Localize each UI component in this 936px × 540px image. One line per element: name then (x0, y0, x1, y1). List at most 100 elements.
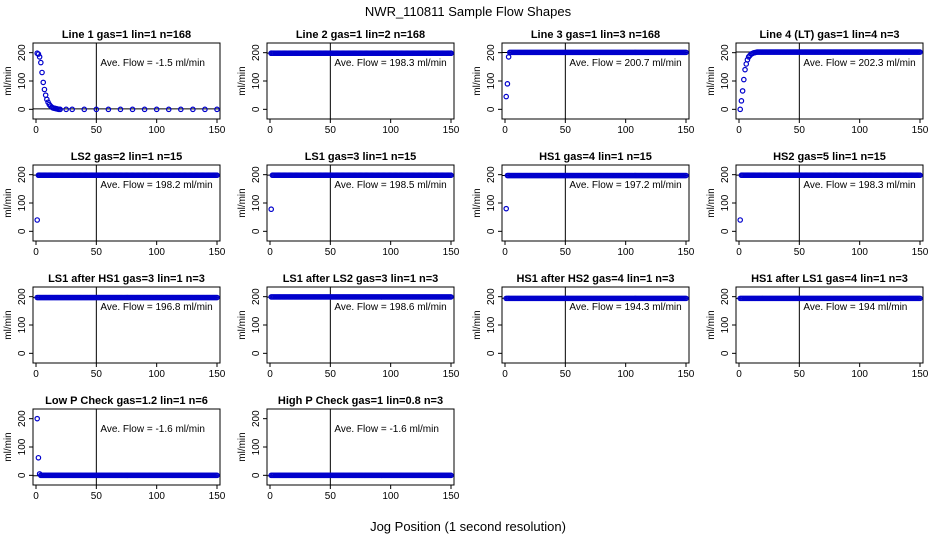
y-tick-label: 0 (486, 228, 497, 234)
panel-4: Line 4 (LT) gas=1 lin=4 n=3 0 50 100 150 0 100… (706, 29, 929, 136)
x-tick-label: 50 (560, 247, 572, 258)
x-tick-label: 0 (33, 125, 39, 136)
y-tick-label: 200 (17, 44, 28, 61)
x-tick-label: 100 (617, 369, 634, 380)
y-tick-label: 0 (720, 350, 731, 356)
x-tick-label: 50 (325, 369, 337, 380)
x-tick-label: 0 (736, 369, 742, 380)
panel-title: High P Check gas=1 lin=0.8 n=3 (278, 395, 443, 407)
panel-title: LS1 gas=3 lin=1 n=15 (305, 151, 417, 163)
data-point (214, 172, 220, 179)
data-point (41, 86, 48, 93)
average-flow-annotation: Ave. Flow = 198.3 ml/min (803, 180, 915, 191)
y-axis-label: ml/min (706, 188, 717, 217)
y-tick-label: 100 (17, 194, 28, 211)
data-point (683, 295, 689, 302)
y-tick-label: 100 (720, 316, 731, 333)
average-flow-annotation: Ave. Flow = 194 ml/min (803, 302, 907, 313)
y-tick-label: 0 (720, 228, 731, 234)
x-tick-label: 50 (325, 491, 337, 502)
y-tick-label: 200 (251, 166, 262, 183)
y-tick-label: 0 (251, 228, 262, 234)
y-tick-label: 0 (251, 350, 262, 356)
x-tick-label: 50 (91, 491, 103, 502)
y-tick-label: 0 (486, 350, 497, 356)
x-tick-label: 0 (502, 125, 508, 136)
x-tick-label: 0 (502, 247, 508, 258)
x-tick-label: 150 (209, 125, 226, 136)
data-point (683, 49, 689, 56)
average-flow-annotation: Ave. Flow = 197.2 ml/min (569, 180, 681, 191)
x-tick-label: 50 (794, 247, 806, 258)
x-tick-label: 100 (148, 247, 165, 258)
data-point (683, 172, 689, 179)
y-tick-label: 200 (720, 288, 731, 305)
y-tick-label: 0 (17, 228, 28, 234)
x-tick-label: 100 (382, 247, 399, 258)
y-tick-label: 100 (17, 72, 28, 89)
y-tick-label: 0 (17, 350, 28, 356)
average-flow-annotation: Ave. Flow = 198.2 ml/min (100, 180, 212, 191)
data-point (738, 98, 745, 104)
y-tick-label: 100 (251, 194, 262, 211)
y-axis-label: ml/min (237, 310, 248, 339)
data-point (36, 54, 43, 60)
x-tick-label: 100 (851, 369, 868, 380)
data-point (739, 88, 746, 94)
data-point (38, 59, 44, 66)
x-tick-label: 150 (209, 369, 226, 380)
x-tick-label: 150 (209, 491, 226, 502)
x-tick-label: 50 (91, 369, 103, 380)
data-point (40, 79, 47, 86)
data-point (917, 49, 923, 55)
y-tick-label: 200 (17, 410, 28, 427)
x-tick-label: 0 (33, 247, 39, 258)
panel-grid: Line 1 gas=1 lin=1 n=168 0 50 100 150 0 100 200… (3, 29, 929, 502)
data-point (34, 217, 41, 223)
y-tick-label: 200 (486, 166, 497, 183)
y-axis-label: ml/min (472, 188, 483, 217)
x-tick-label: 100 (148, 369, 165, 380)
x-tick-label: 150 (443, 125, 460, 136)
panel-7: HS1 gas=4 lin=1 n=15 0 50 100 150 0 100 200ml/m… (472, 151, 695, 258)
figure-title: NWR_110811 Sample Flow Shapes (365, 4, 572, 19)
x-tick-label: 0 (267, 369, 273, 380)
data-point (737, 217, 744, 223)
x-tick-label: 50 (91, 125, 103, 136)
x-tick-label: 0 (736, 247, 742, 258)
panel-title: Line 1 gas=1 lin=1 n=168 (62, 29, 191, 41)
data-point (214, 294, 220, 301)
average-flow-annotation: Ave. Flow = -1.5 ml/min (100, 58, 205, 69)
data-point (44, 96, 50, 103)
data-point (34, 415, 41, 422)
x-tick-label: 150 (678, 369, 695, 380)
data-point (448, 50, 454, 57)
x-tick-label: 50 (560, 125, 572, 136)
panel-13: Low P Check gas=1.2 lin=1 n=6 0 50 100 150 0 1… (3, 395, 226, 502)
average-flow-annotation: Ave. Flow = -1.6 ml/min (100, 424, 205, 435)
x-tick-label: 0 (267, 125, 273, 136)
panel-10: LS1 after LS2 gas=3 lin=1 n=3 0 50 100 150 0 1… (237, 273, 460, 380)
y-axis-label: ml/min (3, 432, 14, 461)
data-point (81, 106, 88, 113)
x-tick-label: 100 (382, 491, 399, 502)
x-tick-label: 150 (209, 247, 226, 258)
data-point (39, 69, 45, 76)
y-tick-label: 200 (251, 410, 262, 427)
x-tick-label: 150 (443, 369, 460, 380)
data-point (93, 106, 100, 113)
x-tick-label: 0 (33, 369, 39, 380)
x-tick-label: 50 (794, 125, 806, 136)
data-point (129, 106, 136, 113)
data-point (738, 172, 745, 179)
average-flow-annotation: Ave. Flow = 198.3 ml/min (334, 58, 446, 69)
average-flow-annotation: Ave. Flow = 198.5 ml/min (334, 180, 446, 191)
panel-title: LS1 after LS2 gas=3 lin=1 n=3 (283, 273, 439, 285)
data-point (448, 172, 454, 179)
x-tick-label: 0 (33, 491, 39, 502)
x-tick-label: 150 (912, 369, 929, 380)
x-tick-label: 100 (382, 125, 399, 136)
data-point (741, 76, 747, 83)
panel-title: HS1 after LS1 gas=4 lin=1 n=3 (751, 273, 908, 285)
